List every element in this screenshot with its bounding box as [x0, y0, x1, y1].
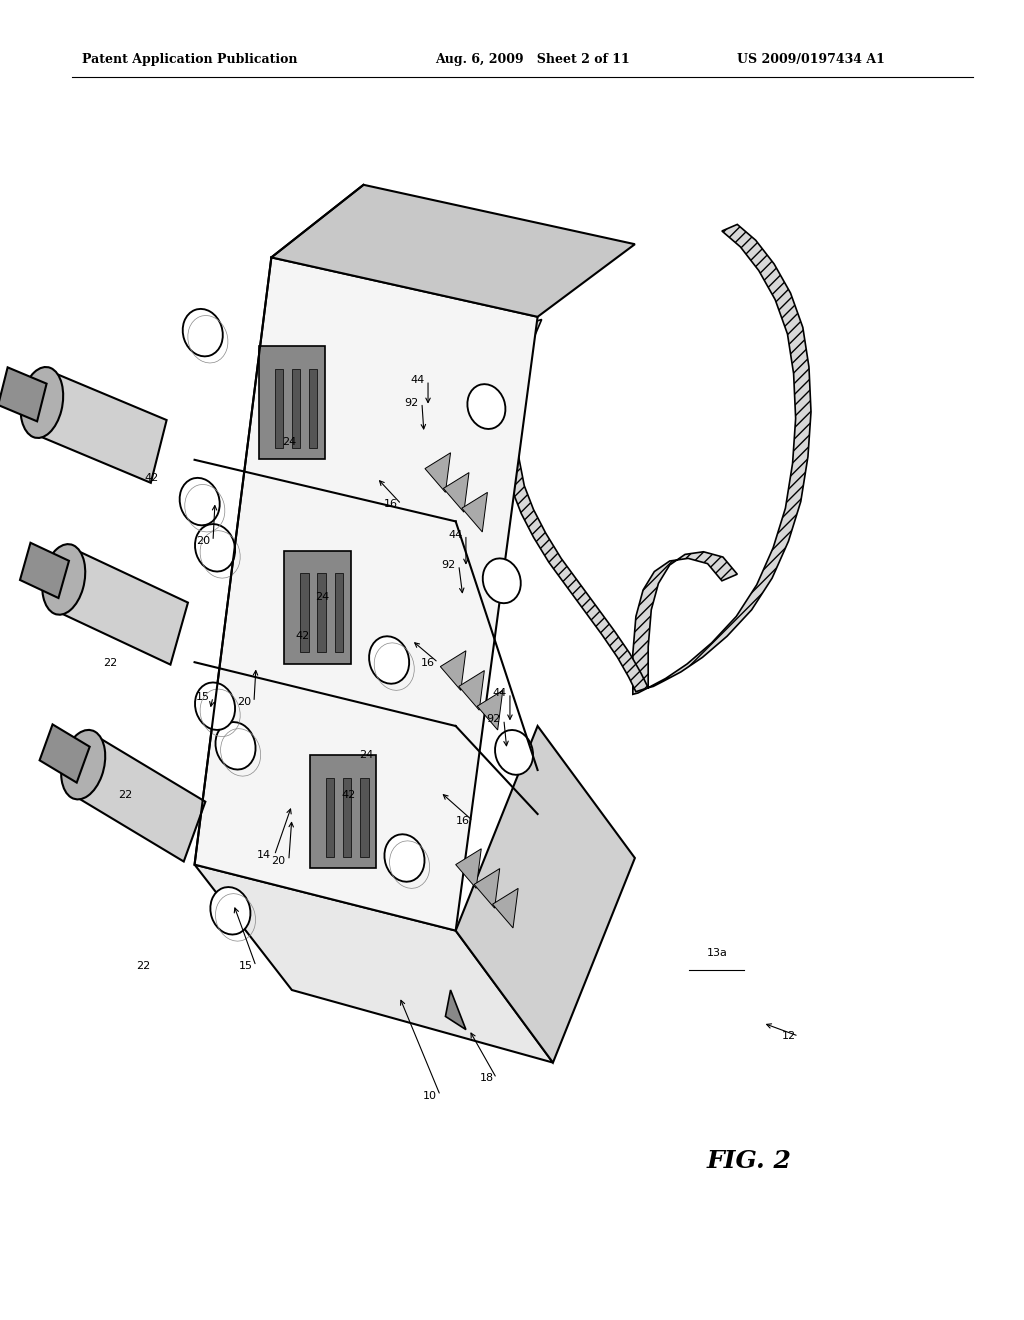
Polygon shape [343, 777, 351, 857]
Polygon shape [335, 573, 343, 652]
Ellipse shape [195, 682, 236, 730]
Text: 92: 92 [441, 560, 456, 570]
Polygon shape [20, 543, 69, 598]
Text: 20: 20 [271, 855, 286, 866]
Polygon shape [456, 849, 481, 888]
Polygon shape [274, 368, 283, 447]
Text: 42: 42 [341, 789, 355, 800]
Polygon shape [443, 473, 469, 512]
Text: 10: 10 [423, 1090, 437, 1101]
Text: 20: 20 [237, 697, 251, 708]
Ellipse shape [467, 384, 506, 429]
Text: US 2009/0197434 A1: US 2009/0197434 A1 [737, 53, 885, 66]
Text: 42: 42 [295, 631, 309, 642]
Polygon shape [73, 735, 206, 862]
Ellipse shape [179, 478, 220, 525]
Text: 15: 15 [239, 961, 253, 972]
Polygon shape [326, 777, 334, 857]
Text: Aug. 6, 2009   Sheet 2 of 11: Aug. 6, 2009 Sheet 2 of 11 [435, 53, 630, 66]
Text: 92: 92 [404, 397, 419, 408]
Polygon shape [259, 346, 325, 459]
Ellipse shape [42, 544, 85, 615]
Text: 44: 44 [449, 529, 463, 540]
Polygon shape [425, 453, 451, 492]
Text: 13a: 13a [707, 948, 727, 958]
Polygon shape [493, 888, 518, 928]
Ellipse shape [195, 524, 236, 572]
Polygon shape [55, 548, 188, 664]
Text: 24: 24 [282, 437, 296, 447]
Ellipse shape [482, 558, 521, 603]
Ellipse shape [20, 367, 63, 438]
Polygon shape [300, 573, 308, 652]
Ellipse shape [215, 722, 256, 770]
Polygon shape [317, 573, 326, 652]
Polygon shape [633, 224, 811, 694]
Text: 16: 16 [421, 657, 435, 668]
Text: 14: 14 [257, 850, 271, 861]
Text: 22: 22 [118, 789, 132, 800]
Polygon shape [285, 550, 350, 664]
Polygon shape [195, 865, 553, 1063]
Ellipse shape [210, 887, 251, 935]
Polygon shape [445, 990, 466, 1030]
Text: 16: 16 [384, 499, 398, 510]
Polygon shape [505, 319, 648, 692]
Polygon shape [440, 651, 466, 690]
Text: 18: 18 [479, 1073, 494, 1084]
Polygon shape [0, 367, 47, 421]
Polygon shape [462, 492, 487, 532]
Polygon shape [474, 869, 500, 908]
Ellipse shape [182, 309, 223, 356]
Ellipse shape [369, 636, 410, 684]
Polygon shape [34, 371, 167, 483]
Text: 24: 24 [359, 750, 374, 760]
Polygon shape [271, 185, 635, 317]
Polygon shape [40, 725, 90, 783]
Polygon shape [292, 368, 300, 447]
Polygon shape [477, 690, 503, 730]
Ellipse shape [61, 730, 105, 800]
Text: 44: 44 [493, 688, 507, 698]
Text: 22: 22 [103, 657, 118, 668]
Polygon shape [456, 726, 635, 1063]
Text: 42: 42 [144, 473, 159, 483]
Text: 24: 24 [315, 591, 330, 602]
Text: 44: 44 [411, 375, 425, 385]
Polygon shape [309, 368, 317, 447]
Polygon shape [310, 755, 376, 869]
Text: 92: 92 [486, 714, 501, 725]
Text: 12: 12 [781, 1031, 796, 1041]
Text: Patent Application Publication: Patent Application Publication [82, 53, 297, 66]
Text: FIG. 2: FIG. 2 [707, 1150, 792, 1173]
Ellipse shape [384, 834, 425, 882]
Polygon shape [360, 777, 369, 857]
Ellipse shape [495, 730, 534, 775]
Polygon shape [195, 257, 538, 931]
Text: 16: 16 [456, 816, 470, 826]
Text: 20: 20 [196, 536, 210, 546]
Polygon shape [459, 671, 484, 710]
Text: 15: 15 [196, 692, 210, 702]
Text: 22: 22 [136, 961, 151, 972]
